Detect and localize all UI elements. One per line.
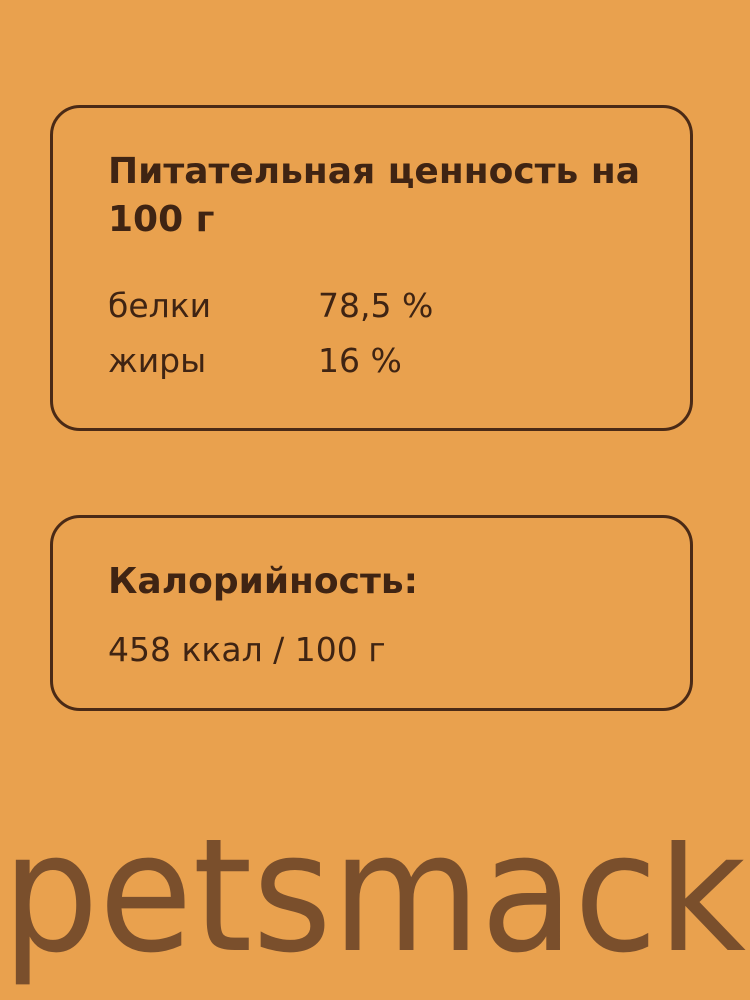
nutrition-row: белки 78,5 %	[108, 286, 433, 325]
nutrition-row: жиры 16 %	[108, 341, 402, 380]
nutrient-name: жиры	[108, 341, 207, 380]
nutrient-name: белки	[108, 286, 212, 325]
calories-title: Калорийность:	[108, 561, 419, 602]
nutrient-value: 78,5 %	[318, 286, 434, 325]
nutrition-title: Питательная ценность на 100 г	[108, 151, 640, 240]
nutrition-card: Питательная ценность на 100 г белки 78,5…	[50, 105, 693, 431]
calories-card: Калорийность: 458 ккал / 100 г	[50, 515, 693, 711]
brand-logo: petsmack	[2, 840, 746, 989]
calories-value: 458 ккал / 100 г	[108, 630, 386, 669]
nutrient-value: 16 %	[318, 341, 402, 380]
brand-name: petsmack	[2, 840, 746, 989]
